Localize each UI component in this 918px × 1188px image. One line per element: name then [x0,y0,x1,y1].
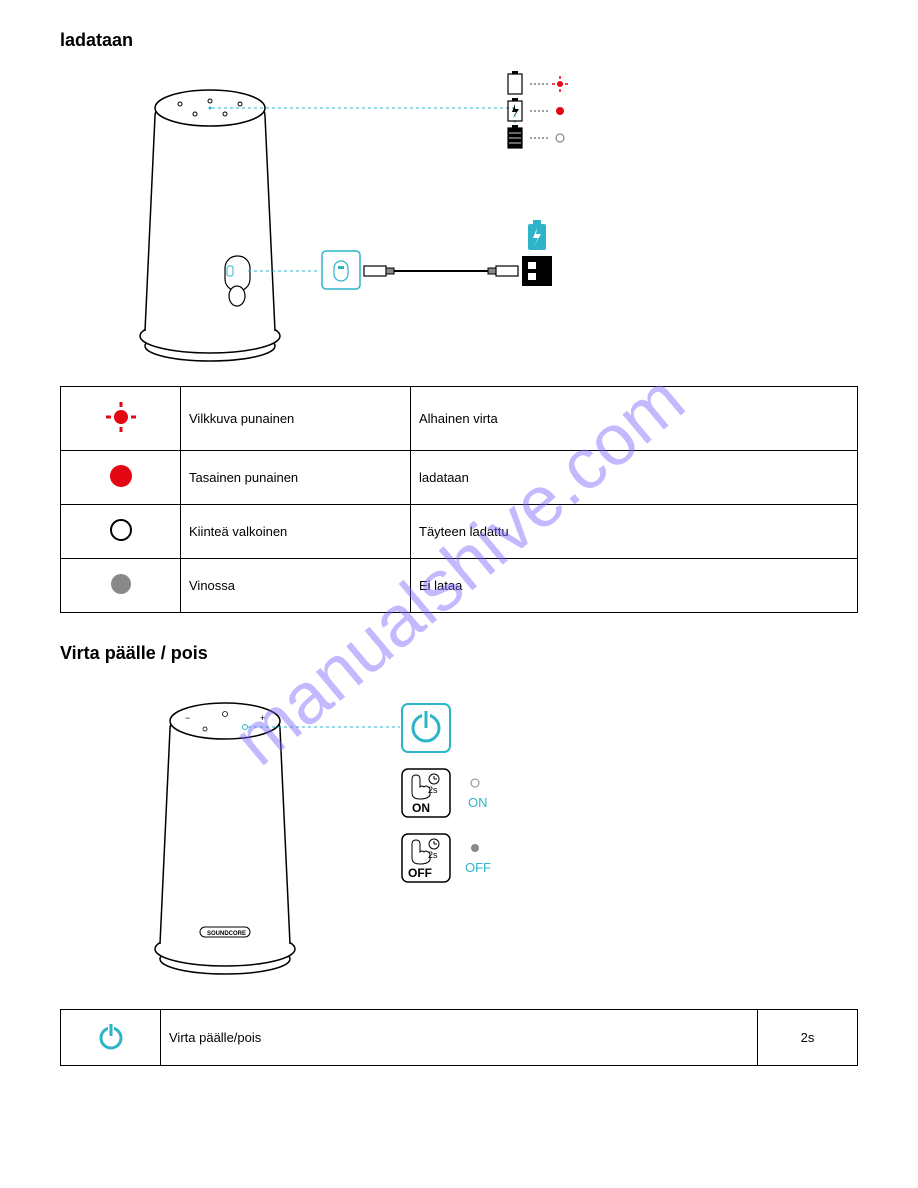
table-row: Virta päälle/pois 2s [61,1010,858,1066]
status-label: Vilkkuva punainen [181,387,411,451]
svg-text:ON: ON [412,801,430,815]
status-desc: ladataan [411,451,858,505]
status-desc: Täyteen ladattu [411,505,858,559]
power-icon [61,1010,161,1066]
status-desc: Ei lataa [411,559,858,613]
speaker-illustration [140,90,280,361]
power-title: Virta päälle / pois [60,643,858,664]
power-action-table: Virta päälle/pois 2s [60,1009,858,1066]
power-hold-label: 2s [758,1010,858,1066]
svg-text:−: − [185,713,190,723]
table-row: Vinossa Ei lataa [61,559,858,613]
svg-text:2s: 2s [428,785,438,795]
svg-text:OFF: OFF [408,866,432,880]
table-row: Kiinteä valkoinen Täyteen ladattu [61,505,858,559]
grey-icon [61,559,181,613]
status-label: Vinossa [181,559,411,613]
svg-text:2s: 2s [428,850,438,860]
status-desc: Alhainen virta [411,387,858,451]
charging-title: ladataan [60,30,858,51]
svg-text:SOUNDCORE: SOUNDCORE [207,931,246,937]
svg-text:+: + [260,713,265,723]
status-label: Tasainen punainen [181,451,411,505]
speaker-illustration: − + SOUNDCORE [155,703,295,974]
svg-text:ON: ON [468,795,488,810]
solid-white-icon [61,505,181,559]
charging-status-table: Vilkkuva punainen Alhainen virta Tasaine… [60,386,858,613]
svg-text:OFF: OFF [465,860,491,875]
blinking-red-icon [61,387,181,451]
table-row: Vilkkuva punainen Alhainen virta [61,387,858,451]
solid-red-icon [61,451,181,505]
charging-diagram [60,66,858,376]
power-diagram: − + SOUNDCORE [60,679,858,999]
table-row: Tasainen punainen ladataan [61,451,858,505]
status-label: Kiinteä valkoinen [181,505,411,559]
power-action-label: Virta päälle/pois [161,1010,758,1066]
